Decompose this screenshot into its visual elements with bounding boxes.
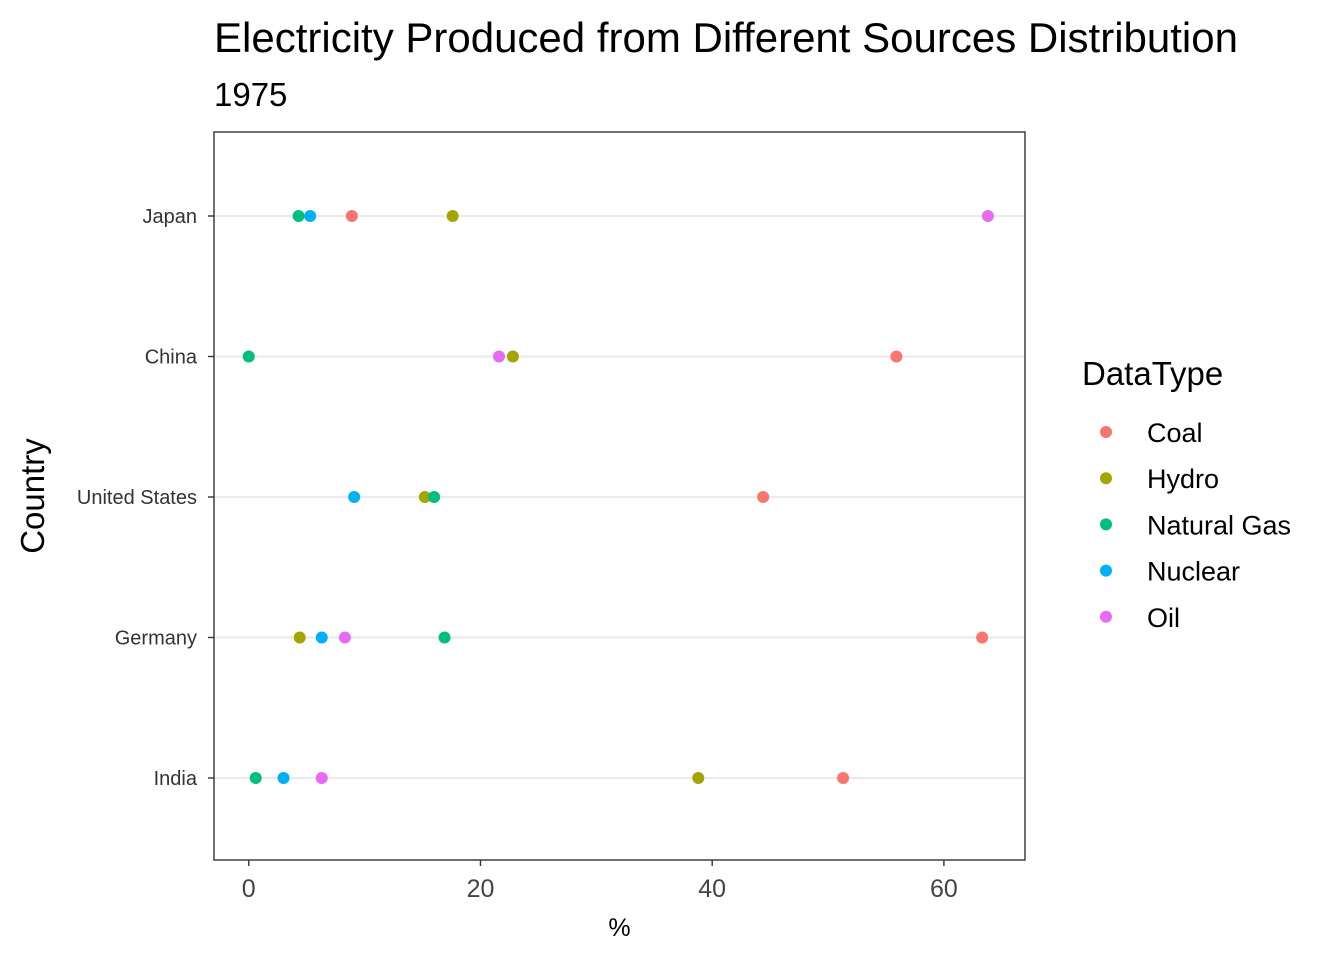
data-points bbox=[242, 210, 994, 784]
legend-key bbox=[1100, 610, 1112, 623]
x-tick-label: 60 bbox=[930, 875, 958, 903]
y-tick-label: India bbox=[154, 768, 198, 790]
point-nuclear-germany bbox=[315, 631, 328, 644]
legend-item-label: Hydro bbox=[1147, 464, 1219, 494]
point-natural-gas-united-states bbox=[428, 491, 441, 503]
legend-key bbox=[1100, 564, 1112, 577]
point-coal-india bbox=[837, 772, 850, 784]
y-axis-label: Country bbox=[14, 438, 51, 554]
legend-key bbox=[1100, 518, 1112, 531]
y-tick-label: China bbox=[145, 347, 198, 369]
chart-subtitle: 1975 bbox=[214, 76, 287, 113]
point-nuclear-japan bbox=[304, 210, 317, 222]
legend-title: DataType bbox=[1082, 355, 1223, 392]
point-oil-germany bbox=[338, 631, 351, 644]
legend-item-label: Nuclear bbox=[1147, 557, 1240, 587]
x-tick-label: 0 bbox=[242, 875, 256, 903]
point-coal-germany bbox=[976, 631, 989, 644]
x-tick-label: 40 bbox=[698, 875, 726, 903]
y-tick-label: United States bbox=[77, 487, 197, 509]
point-hydro-china bbox=[506, 350, 519, 363]
point-coal-japan bbox=[345, 210, 358, 222]
point-nuclear-india bbox=[277, 772, 290, 784]
legend-key bbox=[1100, 426, 1112, 438]
point-hydro-united-states bbox=[418, 491, 431, 503]
point-natural-gas-germany bbox=[438, 631, 451, 644]
legend-key bbox=[1100, 472, 1112, 485]
point-oil-india bbox=[315, 772, 328, 784]
legend-item-label: Natural Gas bbox=[1147, 510, 1291, 540]
x-ticks: 0 20 40 60 bbox=[242, 860, 958, 903]
point-oil-china bbox=[493, 350, 506, 363]
point-hydro-japan bbox=[446, 210, 459, 222]
point-natural-gas-japan bbox=[292, 210, 305, 222]
legend: DataType Coal Hydro Natural Gas Nuclear Oil bbox=[1082, 355, 1291, 633]
point-coal-china bbox=[890, 350, 903, 363]
plot-panel-border bbox=[213, 131, 1026, 861]
point-coal-united-states bbox=[757, 491, 770, 503]
x-axis-label: % bbox=[608, 914, 630, 942]
point-hydro-india bbox=[692, 772, 705, 784]
point-natural-gas-india bbox=[249, 772, 262, 784]
point-natural-gas-china bbox=[242, 350, 255, 363]
legend-item-label: Coal bbox=[1147, 418, 1203, 448]
y-tick-label: Japan bbox=[143, 206, 198, 228]
point-oil-japan bbox=[981, 210, 994, 222]
y-ticks: Japan China United States Germany India bbox=[77, 206, 214, 790]
x-tick-label: 20 bbox=[467, 875, 495, 903]
y-tick-label: Germany bbox=[115, 628, 197, 650]
point-nuclear-united-states bbox=[348, 491, 361, 503]
chart-title: Electricity Produced from Different Sour… bbox=[214, 14, 1238, 61]
legend-item-label: Oil bbox=[1147, 603, 1180, 633]
gridlines bbox=[214, 214, 1025, 780]
point-hydro-germany bbox=[293, 631, 306, 644]
